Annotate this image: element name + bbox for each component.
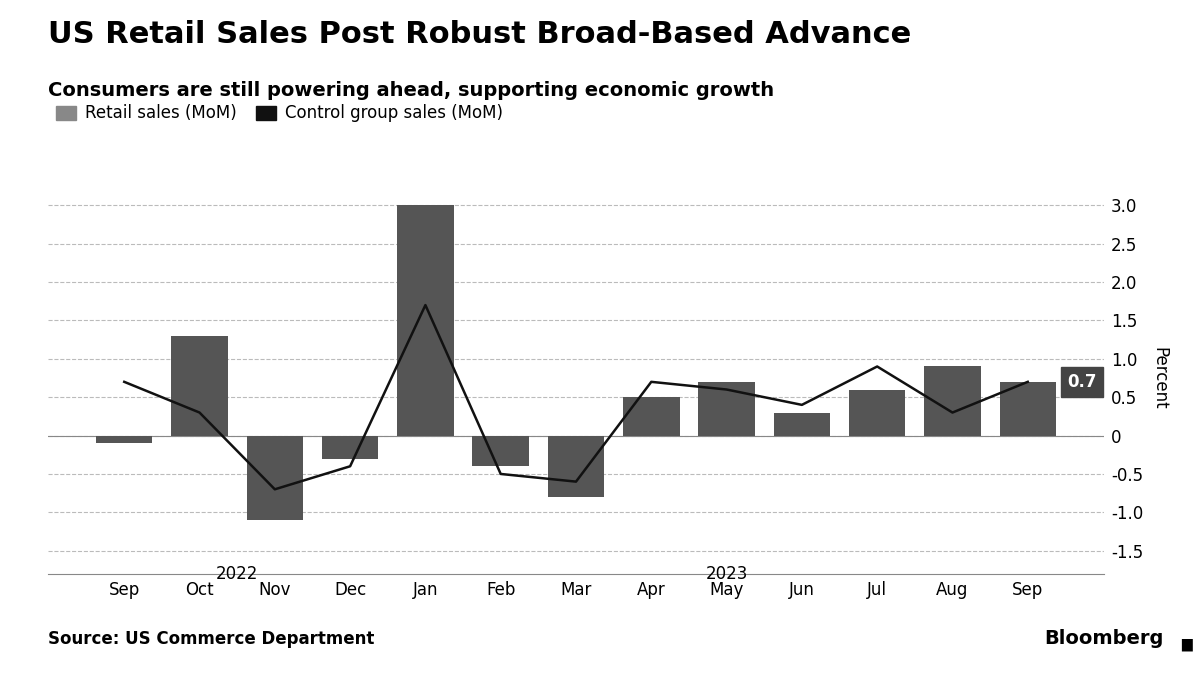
Bar	[774, 412, 830, 435]
Text: US Retail Sales Post Robust Broad-Based Advance: US Retail Sales Post Robust Broad-Based …	[48, 20, 911, 49]
Text: 0.7: 0.7	[1067, 373, 1097, 391]
Text: ▇: ▇	[1181, 637, 1192, 651]
Bar	[96, 435, 152, 443]
Legend: Retail sales (MoM), Control group sales (MoM): Retail sales (MoM), Control group sales …	[56, 105, 503, 122]
Bar	[473, 435, 529, 466]
Y-axis label: Percent: Percent	[1150, 347, 1168, 409]
Bar	[397, 205, 454, 435]
Text: 2022: 2022	[216, 564, 258, 583]
Bar	[547, 435, 605, 497]
Bar	[246, 435, 304, 520]
Bar	[924, 367, 980, 435]
Bar	[172, 335, 228, 435]
Text: Source: US Commerce Department: Source: US Commerce Department	[48, 630, 374, 648]
Bar	[322, 435, 378, 458]
Bar	[1000, 382, 1056, 435]
Text: 2023: 2023	[706, 564, 748, 583]
Bar	[623, 397, 679, 435]
Text: Consumers are still powering ahead, supporting economic growth: Consumers are still powering ahead, supp…	[48, 81, 774, 100]
Bar	[848, 389, 906, 435]
Text: Bloomberg: Bloomberg	[1045, 629, 1164, 648]
Bar	[698, 382, 755, 435]
